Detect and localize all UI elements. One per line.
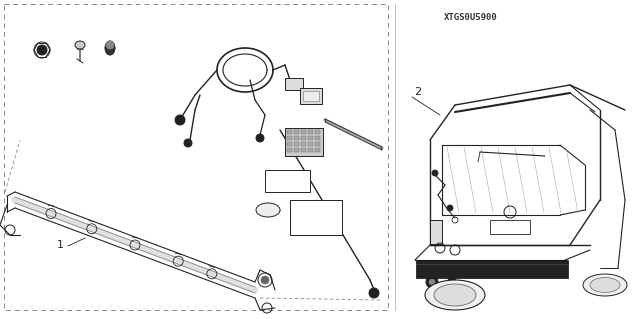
Bar: [490, 220, 530, 234]
Circle shape: [369, 288, 379, 298]
Bar: [294, 136, 299, 140]
Text: 2: 2: [415, 87, 422, 97]
Bar: [285, 128, 323, 156]
Bar: [301, 148, 306, 152]
Bar: [315, 148, 320, 152]
Bar: [4, 4, 388, 310]
Bar: [301, 130, 306, 134]
Circle shape: [37, 45, 47, 55]
Circle shape: [426, 276, 438, 288]
Circle shape: [429, 279, 435, 285]
Bar: [300, 88, 322, 104]
Circle shape: [175, 115, 185, 125]
Bar: [308, 148, 313, 152]
Bar: [294, 148, 299, 152]
Bar: [303, 91, 319, 101]
Ellipse shape: [434, 284, 476, 306]
Ellipse shape: [105, 41, 115, 55]
Text: 1: 1: [56, 240, 63, 250]
Bar: [285, 78, 303, 90]
Circle shape: [106, 41, 114, 49]
Text: XTGS0U5900: XTGS0U5900: [444, 13, 497, 22]
Bar: [315, 142, 320, 146]
Ellipse shape: [425, 280, 485, 310]
Circle shape: [256, 134, 264, 142]
Bar: [287, 130, 292, 134]
Bar: [287, 136, 292, 140]
Ellipse shape: [583, 274, 627, 296]
Circle shape: [261, 276, 269, 284]
Bar: [294, 130, 299, 134]
Ellipse shape: [590, 278, 620, 293]
Circle shape: [432, 170, 438, 176]
Bar: [308, 130, 313, 134]
Bar: [301, 142, 306, 146]
Bar: [315, 130, 320, 134]
Bar: [416, 260, 568, 278]
Bar: [308, 142, 313, 146]
Bar: [290, 200, 342, 235]
Bar: [430, 220, 442, 244]
Bar: [301, 136, 306, 140]
Ellipse shape: [75, 41, 85, 49]
Circle shape: [447, 205, 453, 211]
Bar: [294, 142, 299, 146]
Bar: [265, 170, 310, 192]
Circle shape: [447, 278, 457, 288]
Ellipse shape: [256, 203, 280, 217]
Bar: [315, 136, 320, 140]
Bar: [287, 142, 292, 146]
Bar: [308, 136, 313, 140]
Bar: [287, 148, 292, 152]
Circle shape: [184, 139, 192, 147]
